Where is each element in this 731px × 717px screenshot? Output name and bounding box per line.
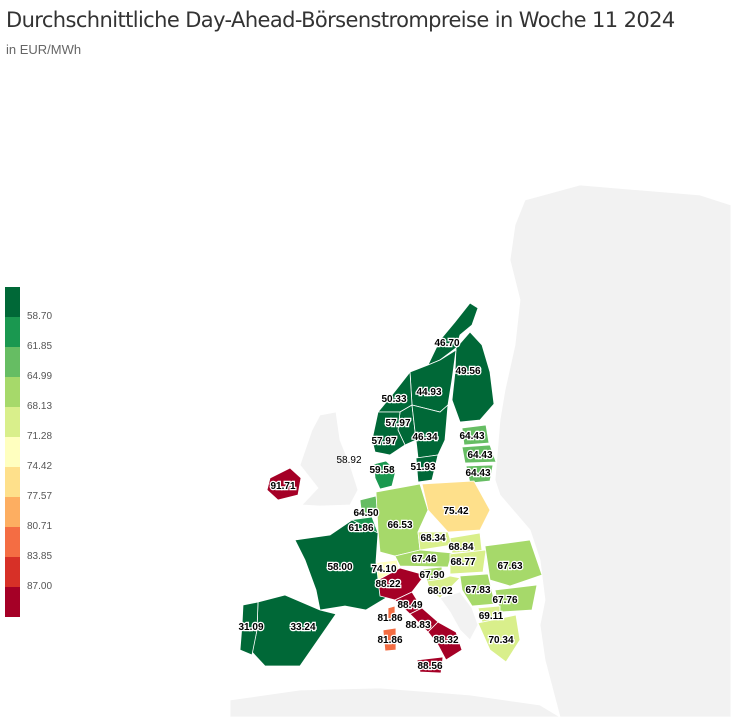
legend-label: 77.57 <box>27 491 53 502</box>
legend-swatch <box>5 557 20 587</box>
price-label-se3: 46.34 <box>412 432 437 443</box>
region-rs[interactable] <box>459 573 496 607</box>
price-label-cz: 68.34 <box>420 533 445 544</box>
price-label-no4: 46.70 <box>434 338 459 349</box>
price-label-pl: 75.42 <box>443 506 468 517</box>
price-label-dk1: 59.58 <box>369 465 394 476</box>
price-label-sk: 68.84 <box>448 542 473 553</box>
price-label-mk: 69.11 <box>479 611 504 622</box>
price-label-it-sard: 81.86 <box>377 635 402 646</box>
price-label-se2: 44.93 <box>416 387 441 398</box>
color-legend: 58.70 61.85 64.99 68.13 71.28 74.42 77.57 80.71… <box>5 287 52 617</box>
region-no3[interactable] <box>377 370 413 413</box>
price-label-it-sici: 88.56 <box>417 661 442 672</box>
legend-label: 64.99 <box>27 371 53 382</box>
price-label-no3: 50.33 <box>381 394 406 405</box>
land-balkans <box>439 591 479 641</box>
price-label-ie: 91.71 <box>270 481 295 492</box>
legend-label: 83.85 <box>27 551 53 562</box>
region-lt[interactable] <box>465 464 494 484</box>
price-label-fi: 49.56 <box>455 366 480 377</box>
price-label-fr: 58.00 <box>327 562 352 573</box>
regions-layer <box>239 302 543 674</box>
price-label-nl: 64.50 <box>353 508 378 519</box>
price-label-it-nord: 88.22 <box>375 579 400 590</box>
price-label-be: 61.86 <box>348 523 373 534</box>
price-label-at: 67.46 <box>411 554 436 565</box>
legend-swatch <box>5 347 20 377</box>
price-label-it-csud: 88.83 <box>405 620 430 631</box>
price-label-es: 33.24 <box>290 622 315 633</box>
legend-label: 74.42 <box>27 461 53 472</box>
price-label-no2: 57.97 <box>371 436 396 447</box>
price-label-hr: 68.02 <box>427 586 452 597</box>
land-uk <box>299 411 359 507</box>
region-se3[interactable] <box>411 404 449 459</box>
legend-label: 80.71 <box>27 521 53 532</box>
price-label-rs: 67.83 <box>465 585 490 596</box>
price-label-bg: 67.76 <box>492 595 517 606</box>
price-label-it-corse: 81.86 <box>377 613 402 624</box>
region-no4[interactable] <box>427 302 479 366</box>
legend-swatch <box>5 377 20 407</box>
region-lv[interactable] <box>461 444 497 464</box>
region-gr[interactable] <box>477 614 521 663</box>
price-label-lt: 64.43 <box>465 468 490 479</box>
price-label-no1: 57.97 <box>385 418 410 429</box>
price-label-it-sud: 88.32 <box>433 635 458 646</box>
region-se4[interactable] <box>415 454 439 483</box>
legend-swatch <box>5 317 20 347</box>
price-label-pt: 31.09 <box>238 622 263 633</box>
legend-label: 71.28 <box>27 431 53 442</box>
price-label-lv: 64.43 <box>467 450 492 461</box>
price-label-se4: 51.93 <box>410 462 435 473</box>
legend-swatch <box>5 587 20 617</box>
price-label-it-cnor: 88.49 <box>397 600 422 611</box>
region-it-sard[interactable] <box>382 627 397 652</box>
price-label-gr: 70.34 <box>488 635 513 646</box>
legend-swatch <box>5 527 20 557</box>
land-africa <box>229 687 561 717</box>
region-it-corse[interactable] <box>387 605 396 623</box>
legend-swatch <box>5 467 20 497</box>
land-east <box>494 184 731 717</box>
price-label-ch: 74.10 <box>371 564 396 575</box>
legend-swatch <box>5 497 20 527</box>
legend-label: 58.70 <box>27 311 53 322</box>
region-pt[interactable] <box>239 601 259 656</box>
price-label-si: 67.90 <box>419 570 444 581</box>
region-no2[interactable] <box>371 411 406 456</box>
price-label-de: 66.53 <box>387 520 412 531</box>
region-ro[interactable] <box>484 539 543 587</box>
price-label-ro: 67.63 <box>497 561 522 572</box>
region-dk1[interactable] <box>373 460 397 490</box>
chart-title: Durchschnittliche Day-Ahead-Börsenstromp… <box>6 8 675 32</box>
price-label-ee: 64.43 <box>459 431 484 442</box>
region-hu[interactable] <box>449 549 487 575</box>
legend-swatch <box>5 287 20 317</box>
region-it-sici[interactable] <box>416 656 444 674</box>
legend-label: 68.13 <box>27 401 53 412</box>
legend-label: 87.00 <box>27 581 53 592</box>
region-it-sud[interactable] <box>427 621 463 661</box>
chart-subtitle: in EUR/MWh <box>6 42 82 57</box>
background-land <box>229 184 731 717</box>
region-pl[interactable] <box>421 480 491 533</box>
region-fi[interactable] <box>451 331 495 423</box>
region-ie[interactable] <box>266 467 302 501</box>
legend-swatch <box>5 437 20 467</box>
legend-label: 61.85 <box>27 341 53 352</box>
region-bg[interactable] <box>494 584 538 613</box>
price-label-gb: 58.92 <box>336 455 361 466</box>
region-hr[interactable] <box>426 575 461 599</box>
price-label-hu: 68.77 <box>450 557 475 568</box>
legend-swatch <box>5 407 20 437</box>
region-ee[interactable] <box>461 424 490 446</box>
